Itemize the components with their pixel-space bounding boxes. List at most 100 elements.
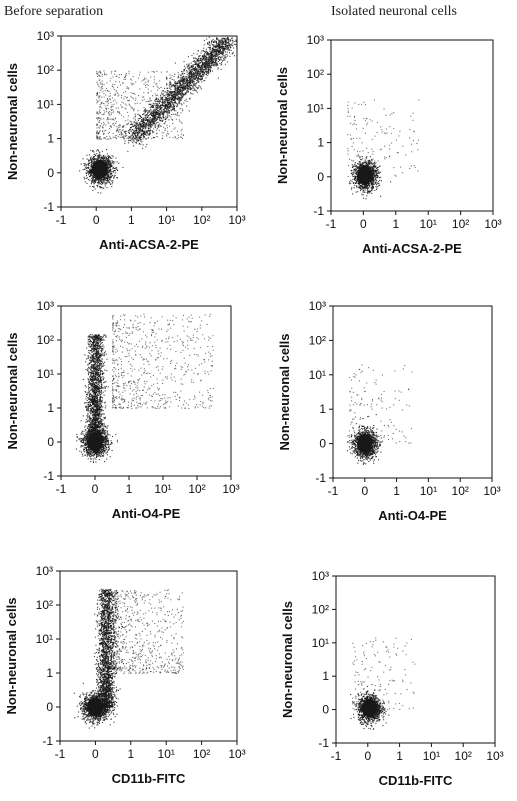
event-point bbox=[212, 58, 214, 60]
event-point bbox=[92, 190, 94, 192]
event-point bbox=[166, 135, 168, 137]
event-point bbox=[191, 75, 193, 77]
event-point bbox=[172, 123, 174, 125]
event-point bbox=[92, 150, 94, 152]
event-point bbox=[101, 187, 103, 189]
event-point bbox=[96, 95, 98, 97]
event-point bbox=[133, 122, 135, 124]
event-point bbox=[114, 70, 116, 72]
event-point bbox=[92, 167, 94, 169]
event-point bbox=[206, 72, 208, 74]
event-point bbox=[172, 98, 174, 100]
event-point bbox=[205, 60, 207, 62]
event-point bbox=[161, 137, 163, 139]
event-point bbox=[140, 136, 142, 138]
event-point bbox=[177, 115, 179, 117]
event-point bbox=[112, 118, 114, 120]
event-point bbox=[126, 96, 128, 98]
event-point bbox=[103, 168, 105, 170]
event-point bbox=[231, 37, 233, 39]
event-point bbox=[154, 126, 156, 128]
event-point bbox=[202, 64, 204, 66]
event-point bbox=[97, 163, 99, 165]
event-point bbox=[217, 77, 219, 79]
event-point bbox=[92, 179, 94, 181]
event-point bbox=[156, 127, 158, 129]
event-point bbox=[137, 130, 139, 132]
event-point bbox=[203, 63, 205, 65]
event-point bbox=[130, 123, 132, 125]
event-point bbox=[186, 74, 188, 76]
event-point bbox=[138, 136, 140, 138]
event-point bbox=[181, 92, 183, 94]
event-point bbox=[101, 114, 103, 116]
event-point bbox=[102, 172, 104, 174]
event-point bbox=[363, 191, 365, 193]
event-point bbox=[196, 53, 198, 55]
event-point bbox=[203, 44, 205, 46]
event-point bbox=[121, 126, 123, 128]
event-point bbox=[201, 56, 203, 58]
event-point bbox=[147, 88, 149, 90]
event-point bbox=[139, 125, 141, 127]
series-dense-population bbox=[348, 154, 392, 200]
event-point bbox=[101, 164, 103, 166]
event-point bbox=[185, 84, 187, 86]
event-point bbox=[204, 69, 206, 71]
event-point bbox=[209, 64, 211, 66]
event-point bbox=[92, 176, 94, 178]
event-point bbox=[137, 136, 139, 138]
event-point bbox=[124, 107, 126, 109]
event-point bbox=[212, 53, 214, 55]
event-point bbox=[84, 163, 86, 165]
event-point bbox=[145, 108, 147, 110]
event-point bbox=[356, 173, 358, 175]
event-point bbox=[97, 156, 99, 158]
event-point bbox=[88, 172, 90, 174]
event-point bbox=[152, 116, 154, 118]
event-point bbox=[353, 168, 355, 170]
event-point bbox=[167, 93, 169, 95]
event-point bbox=[157, 114, 159, 116]
event-point bbox=[105, 168, 107, 170]
event-point bbox=[128, 87, 130, 89]
event-point bbox=[145, 117, 147, 119]
event-point bbox=[125, 74, 127, 76]
event-point bbox=[153, 104, 155, 106]
event-point bbox=[95, 162, 97, 164]
event-point bbox=[176, 87, 178, 89]
event-point bbox=[197, 70, 199, 72]
event-point bbox=[204, 65, 206, 67]
event-point bbox=[109, 182, 111, 184]
event-point bbox=[204, 65, 206, 67]
event-point bbox=[108, 176, 110, 178]
event-point bbox=[190, 75, 192, 77]
event-point bbox=[183, 70, 185, 72]
event-point bbox=[93, 182, 95, 184]
event-point bbox=[155, 102, 157, 104]
event-point bbox=[106, 100, 108, 102]
event-point bbox=[205, 62, 207, 64]
event-point bbox=[140, 138, 142, 140]
event-point bbox=[101, 168, 103, 170]
event-point bbox=[88, 159, 90, 161]
event-point bbox=[103, 123, 105, 125]
event-point bbox=[106, 180, 108, 182]
event-point bbox=[102, 174, 104, 176]
event-point bbox=[108, 113, 110, 115]
event-point bbox=[100, 162, 102, 164]
event-point bbox=[183, 88, 185, 90]
event-point bbox=[166, 108, 168, 110]
event-point bbox=[93, 179, 95, 181]
event-point bbox=[138, 138, 140, 140]
event-point bbox=[187, 84, 189, 86]
event-point bbox=[133, 132, 135, 134]
event-point bbox=[219, 45, 221, 47]
event-point bbox=[123, 78, 125, 80]
event-point bbox=[99, 163, 101, 165]
event-point bbox=[348, 181, 350, 183]
event-point bbox=[83, 162, 85, 164]
event-point bbox=[95, 169, 97, 171]
event-point bbox=[215, 50, 217, 52]
event-point bbox=[117, 129, 119, 131]
